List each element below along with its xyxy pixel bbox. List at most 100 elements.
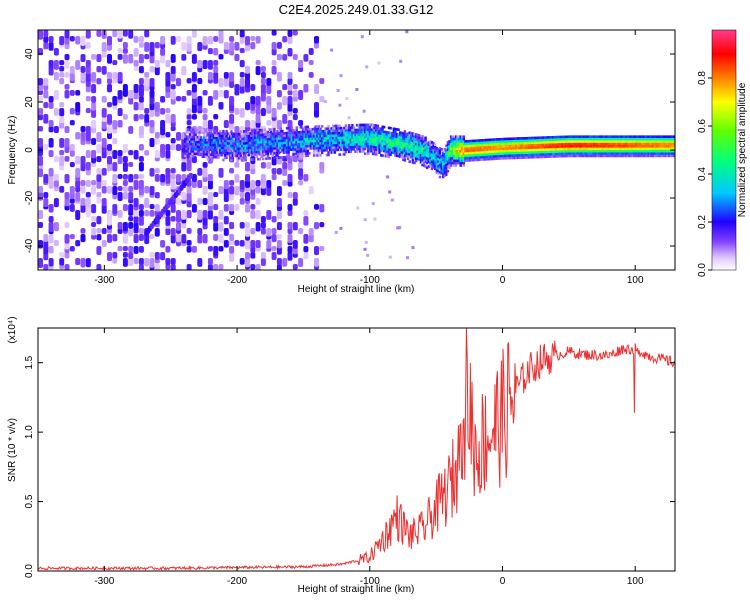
heatmap-cell bbox=[64, 234, 70, 244]
heatmap-cell bbox=[96, 144, 102, 154]
heatmap-cell bbox=[414, 157, 418, 160]
heatmap-cell bbox=[279, 141, 282, 145]
heatmap-cell bbox=[117, 246, 123, 252]
heatmap-cell bbox=[242, 146, 246, 150]
heatmap-cell bbox=[249, 144, 252, 147]
heatmap-cell bbox=[413, 144, 416, 148]
heatmap-cell bbox=[483, 141, 486, 144]
heatmap-cell bbox=[368, 140, 372, 143]
heatmap-cell bbox=[255, 186, 261, 194]
heatmap-cell bbox=[352, 136, 356, 139]
heatmap-cell bbox=[566, 135, 569, 139]
heatmap-cell bbox=[400, 134, 403, 137]
heatmap-cell bbox=[508, 149, 512, 153]
heatmap-cell bbox=[580, 142, 583, 146]
heatmap-cell bbox=[459, 145, 462, 148]
heatmap-cell bbox=[128, 228, 134, 237]
heatmap-cell bbox=[197, 198, 203, 205]
heatmap-cell bbox=[258, 138, 262, 142]
heatmap-cell bbox=[357, 147, 360, 151]
heatmap-cell bbox=[311, 127, 314, 131]
heatmap-cell bbox=[188, 154, 192, 158]
heatmap-cell bbox=[297, 140, 300, 144]
heatmap-cell bbox=[645, 135, 649, 138]
heatmap-cell bbox=[363, 135, 367, 139]
heatmap-cell bbox=[245, 78, 250, 88]
heatmap-cell bbox=[666, 142, 669, 146]
heatmap-cell bbox=[112, 120, 118, 130]
heatmap-cell bbox=[117, 108, 123, 117]
heatmap-cell bbox=[481, 139, 485, 142]
heatmap-cell bbox=[376, 127, 380, 130]
heatmap-cell bbox=[343, 129, 346, 132]
heatmap-cell bbox=[416, 157, 419, 161]
heatmap-cell bbox=[658, 147, 661, 150]
heatmap-cell bbox=[505, 156, 509, 160]
heatmap-cell bbox=[658, 135, 661, 138]
heatmap-cell bbox=[305, 147, 308, 150]
heatmap-cell bbox=[636, 142, 639, 146]
heatmap-cell bbox=[48, 60, 54, 68]
heatmap-cell bbox=[274, 147, 278, 150]
heatmap-cell bbox=[489, 143, 493, 146]
heatmap-cell bbox=[378, 151, 381, 154]
heatmap-cell bbox=[336, 139, 340, 142]
heatmap-cell bbox=[633, 137, 636, 141]
heatmap-cell bbox=[625, 154, 628, 158]
heatmap-cell bbox=[308, 132, 311, 136]
heatmap-cell bbox=[193, 128, 196, 132]
heatmap-cell bbox=[233, 142, 236, 145]
heatmap-cell bbox=[364, 240, 368, 244]
colorbar-label: Normalized spectral amplitude bbox=[737, 82, 748, 217]
heatmap-cell bbox=[438, 158, 442, 162]
heatmap-cell bbox=[202, 114, 208, 121]
heatmap-cell bbox=[496, 147, 499, 151]
heatmap-cell bbox=[239, 240, 245, 247]
heatmap-cell bbox=[319, 96, 325, 103]
heatmap-cell bbox=[154, 264, 160, 270]
heatmap-cell bbox=[323, 100, 327, 104]
heatmap-cell bbox=[317, 125, 321, 128]
heatmap-cell bbox=[258, 133, 262, 137]
heatmap-cell bbox=[625, 147, 628, 150]
heatmap-cell bbox=[485, 158, 488, 161]
heatmap-cell bbox=[585, 137, 588, 141]
heatmap-cell bbox=[234, 240, 240, 246]
heatmap-cell bbox=[384, 142, 387, 146]
heatmap-cell bbox=[287, 78, 293, 85]
heatmap-cell bbox=[344, 148, 348, 151]
heatmap-cell bbox=[457, 157, 461, 160]
heatmap-cell bbox=[567, 149, 571, 153]
heatmap-cell bbox=[432, 154, 435, 157]
heatmap-cell bbox=[122, 258, 128, 267]
heatmap-cell bbox=[282, 141, 286, 145]
heatmap-cell bbox=[273, 137, 276, 141]
heatmap-cell bbox=[526, 141, 529, 145]
heatmap-cell bbox=[418, 136, 421, 140]
heatmap-cell bbox=[247, 144, 251, 147]
heatmap-cell bbox=[464, 144, 467, 148]
heatmap-cell bbox=[516, 156, 520, 159]
heatmap-cell bbox=[480, 139, 483, 142]
heatmap-cell bbox=[325, 132, 329, 135]
heatmap-cell bbox=[502, 137, 505, 141]
heatmap-cell bbox=[262, 148, 265, 151]
heatmap-cell bbox=[571, 142, 574, 146]
heatmap-cell bbox=[254, 131, 257, 135]
heatmap-cell bbox=[250, 204, 256, 210]
heatmap-cell bbox=[594, 152, 598, 155]
heatmap-cell bbox=[258, 157, 262, 161]
heatmap-cell bbox=[577, 145, 580, 148]
heatmap-cell bbox=[266, 154, 270, 158]
heatmap-cell bbox=[188, 172, 193, 179]
heatmap-cell bbox=[370, 149, 373, 153]
heatmap-cell bbox=[239, 30, 245, 38]
heatmap-cell bbox=[647, 154, 650, 158]
heatmap-cell bbox=[438, 151, 442, 155]
heatmap-cell bbox=[215, 156, 219, 159]
heatmap-cell bbox=[451, 137, 454, 141]
heatmap-cell bbox=[394, 149, 397, 152]
heatmap-cell bbox=[413, 161, 416, 165]
heatmap-cell bbox=[362, 150, 365, 153]
heatmap-cell bbox=[451, 159, 454, 162]
